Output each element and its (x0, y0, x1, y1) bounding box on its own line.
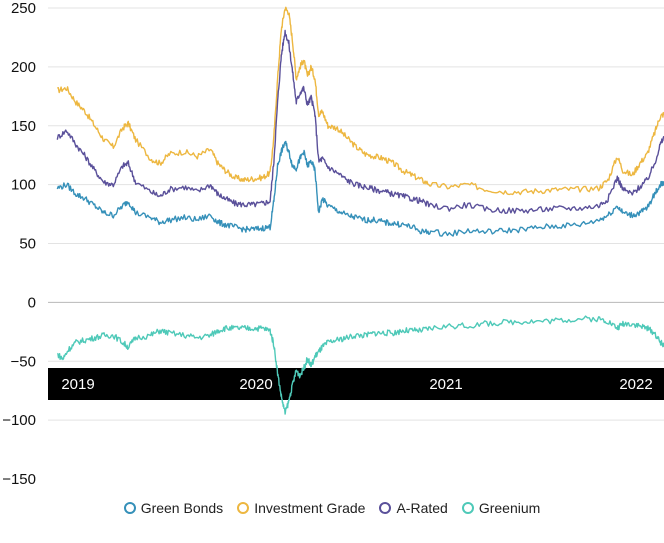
legend-marker-icon (123, 502, 136, 514)
y-tick-label: 150 (11, 118, 36, 135)
x-axis-tick-labels: 2019 2020 2021 2022 (61, 376, 652, 393)
x-tick-label: 2019 (61, 376, 94, 393)
x-tick-label: 2020 (239, 376, 272, 393)
series-line-a-rated (56, 29, 664, 214)
series-line-green-bonds (56, 140, 664, 237)
x-axis-band (48, 368, 664, 400)
legend-item-a-rated: A-Rated (379, 500, 448, 516)
y-tick-label: −100 (2, 412, 36, 429)
x-tick-label: 2022 (619, 376, 652, 393)
series-line-investment-grade (57, 6, 664, 196)
legend-label: A-Rated (396, 500, 448, 516)
legend: Green Bonds Investment Grade A-Rated Greeni… (0, 496, 664, 520)
y-tick-label: 250 (11, 0, 36, 17)
legend-item-greenium: Greenium (461, 500, 541, 516)
y-tick-label: −150 (2, 471, 36, 488)
series-line-greenium (57, 315, 664, 415)
series-lines (56, 6, 664, 415)
y-tick-label: 100 (11, 177, 36, 194)
x-tick-label: 2021 (429, 376, 462, 393)
y-tick-label: −50 (11, 353, 36, 370)
y-tick-label: 50 (19, 236, 36, 253)
legend-label: Greenium (478, 500, 541, 516)
legend-label: Investment Grade (254, 500, 366, 516)
legend-marker-icon (379, 502, 392, 514)
y-axis-tick-labels: 250 200 150 100 50 0 −50 −100 −150 (2, 0, 36, 488)
legend-item-green-bonds: Green Bonds (123, 500, 224, 516)
legend-marker-icon (461, 502, 474, 514)
y-tick-label: 200 (11, 59, 36, 76)
legend-label: Green Bonds (140, 500, 224, 516)
y-tick-label: 0 (28, 294, 36, 311)
gridlines (48, 7, 664, 421)
legend-item-investment-grade: Investment Grade (237, 500, 365, 516)
legend-marker-icon (237, 502, 250, 514)
